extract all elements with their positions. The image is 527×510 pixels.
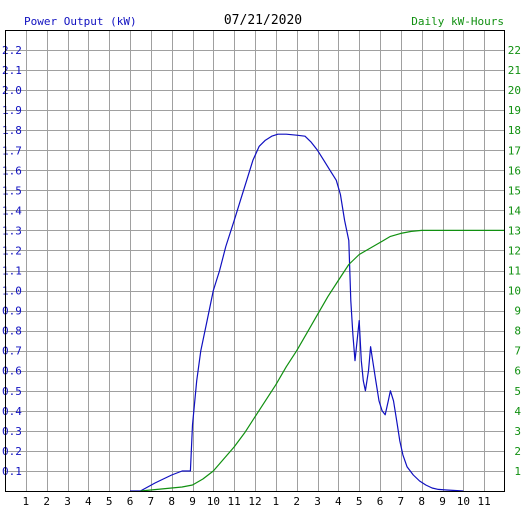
right-axis-tick-label: 7 (514, 345, 521, 358)
left-axis-tick-label: 1.1 (2, 265, 22, 278)
right-axis-tick-label: 20 (508, 84, 521, 97)
right-axis-tick-label: 5 (514, 385, 521, 398)
x-axis-tick-label: 3 (64, 495, 71, 508)
left-axis-tick-label: 0.1 (2, 465, 22, 478)
right-axis-tick-label: 8 (514, 325, 521, 338)
x-axis-tick-label: 6 (377, 495, 384, 508)
x-axis-tick-label: 8 (418, 495, 425, 508)
right-axis-tick-label: 2 (514, 445, 521, 458)
x-axis-tick-label: 9 (439, 495, 446, 508)
right-axis-tick-label: 1 (514, 465, 521, 478)
right-axis-tick-label: 12 (508, 244, 521, 257)
x-axis-tick-label: 11 (228, 495, 241, 508)
left-axis-title: Power Output (kW) (24, 15, 137, 28)
right-axis-tick-label: 18 (508, 124, 521, 137)
right-axis-tick-label: 15 (508, 184, 521, 197)
right-axis-tick-label: 13 (508, 224, 521, 237)
left-axis-ticks: 0.1 0.2 0.3 0.4 0.5 0.6 0.7 0.8 0.9 1.0 1.1 1.2 1.3 1… (2, 44, 22, 478)
energy-series-line (140, 229, 505, 492)
left-axis-tick-label: 1.7 (2, 144, 22, 157)
right-axis-tick-label: 10 (508, 285, 521, 298)
left-axis-tick-label: 1.5 (2, 184, 22, 197)
x-axis-tick-label: 9 (189, 495, 196, 508)
right-axis-tick-label: 3 (514, 425, 521, 438)
left-axis-tick-label: 2.1 (2, 64, 22, 77)
left-axis-tick-label: 1.9 (2, 104, 22, 117)
power-series-line (130, 133, 464, 492)
x-axis-tick-label: 6 (127, 495, 134, 508)
left-axis-tick-label: 0.6 (2, 365, 22, 378)
left-axis-tick-label: 1.4 (2, 204, 22, 217)
x-axis-tick-label: 7 (148, 495, 155, 508)
right-axis-tick-label: 4 (514, 405, 521, 418)
left-axis-tick-label: 1.2 (2, 244, 22, 257)
left-axis-tick-label: 1.3 (2, 224, 22, 237)
right-axis-tick-label: 19 (508, 104, 521, 117)
x-axis-tick-label: 11 (478, 495, 491, 508)
left-axis-tick-label: 0.8 (2, 325, 22, 338)
chart-series (130, 133, 505, 492)
x-axis-tick-label: 12 (248, 495, 261, 508)
x-axis-ticks: 1 2 3 4 5 6 7 8 9 10 11 12 1 2 3 4 5 6 7 8 9 10 11 (23, 495, 491, 508)
left-axis-tick-label: 1.8 (2, 124, 22, 137)
left-axis-tick-label: 0.9 (2, 305, 22, 318)
right-axis-tick-label: 6 (514, 365, 521, 378)
x-axis-tick-label: 3 (314, 495, 321, 508)
right-axis-tick-label: 22 (508, 44, 521, 57)
x-axis-tick-label: 1 (23, 495, 30, 508)
left-axis-tick-label: 0.3 (2, 425, 22, 438)
right-axis-tick-label: 16 (508, 164, 521, 177)
left-axis-tick-label: 2.2 (2, 44, 22, 57)
right-axis-tick-label: 21 (508, 64, 521, 77)
right-axis-tick-label: 11 (508, 265, 521, 278)
x-axis-tick-label: 7 (398, 495, 405, 508)
right-axis-title: Daily kW-Hours (411, 15, 504, 28)
x-axis-tick-label: 2 (293, 495, 300, 508)
left-axis-tick-label: 0.2 (2, 445, 22, 458)
x-axis-tick-label: 5 (356, 495, 363, 508)
right-axis-tick-label: 14 (508, 204, 522, 217)
x-axis-tick-label: 4 (85, 495, 92, 508)
x-axis-tick-label: 4 (335, 495, 342, 508)
x-axis-tick-label: 10 (457, 495, 470, 508)
x-axis-tick-label: 8 (168, 495, 175, 508)
chart-date: 07/21/2020 (224, 13, 302, 28)
left-axis-tick-label: 0.5 (2, 385, 22, 398)
left-axis-tick-label: 2.0 (2, 84, 22, 97)
left-axis-tick-label: 0.4 (2, 405, 22, 418)
left-axis-tick-label: 1.0 (2, 285, 22, 298)
plot-frame (5, 30, 505, 492)
left-axis-tick-label: 0.7 (2, 345, 22, 358)
x-axis-tick-label: 2 (43, 495, 50, 508)
grid-lines (5, 30, 505, 491)
x-axis-tick-label: 10 (207, 495, 220, 508)
left-axis-tick-label: 1.6 (2, 164, 22, 177)
right-axis-tick-label: 9 (514, 305, 521, 318)
x-axis-tick-label: 5 (106, 495, 113, 508)
x-axis-tick-label: 1 (273, 495, 280, 508)
right-axis-tick-label: 17 (508, 144, 521, 157)
